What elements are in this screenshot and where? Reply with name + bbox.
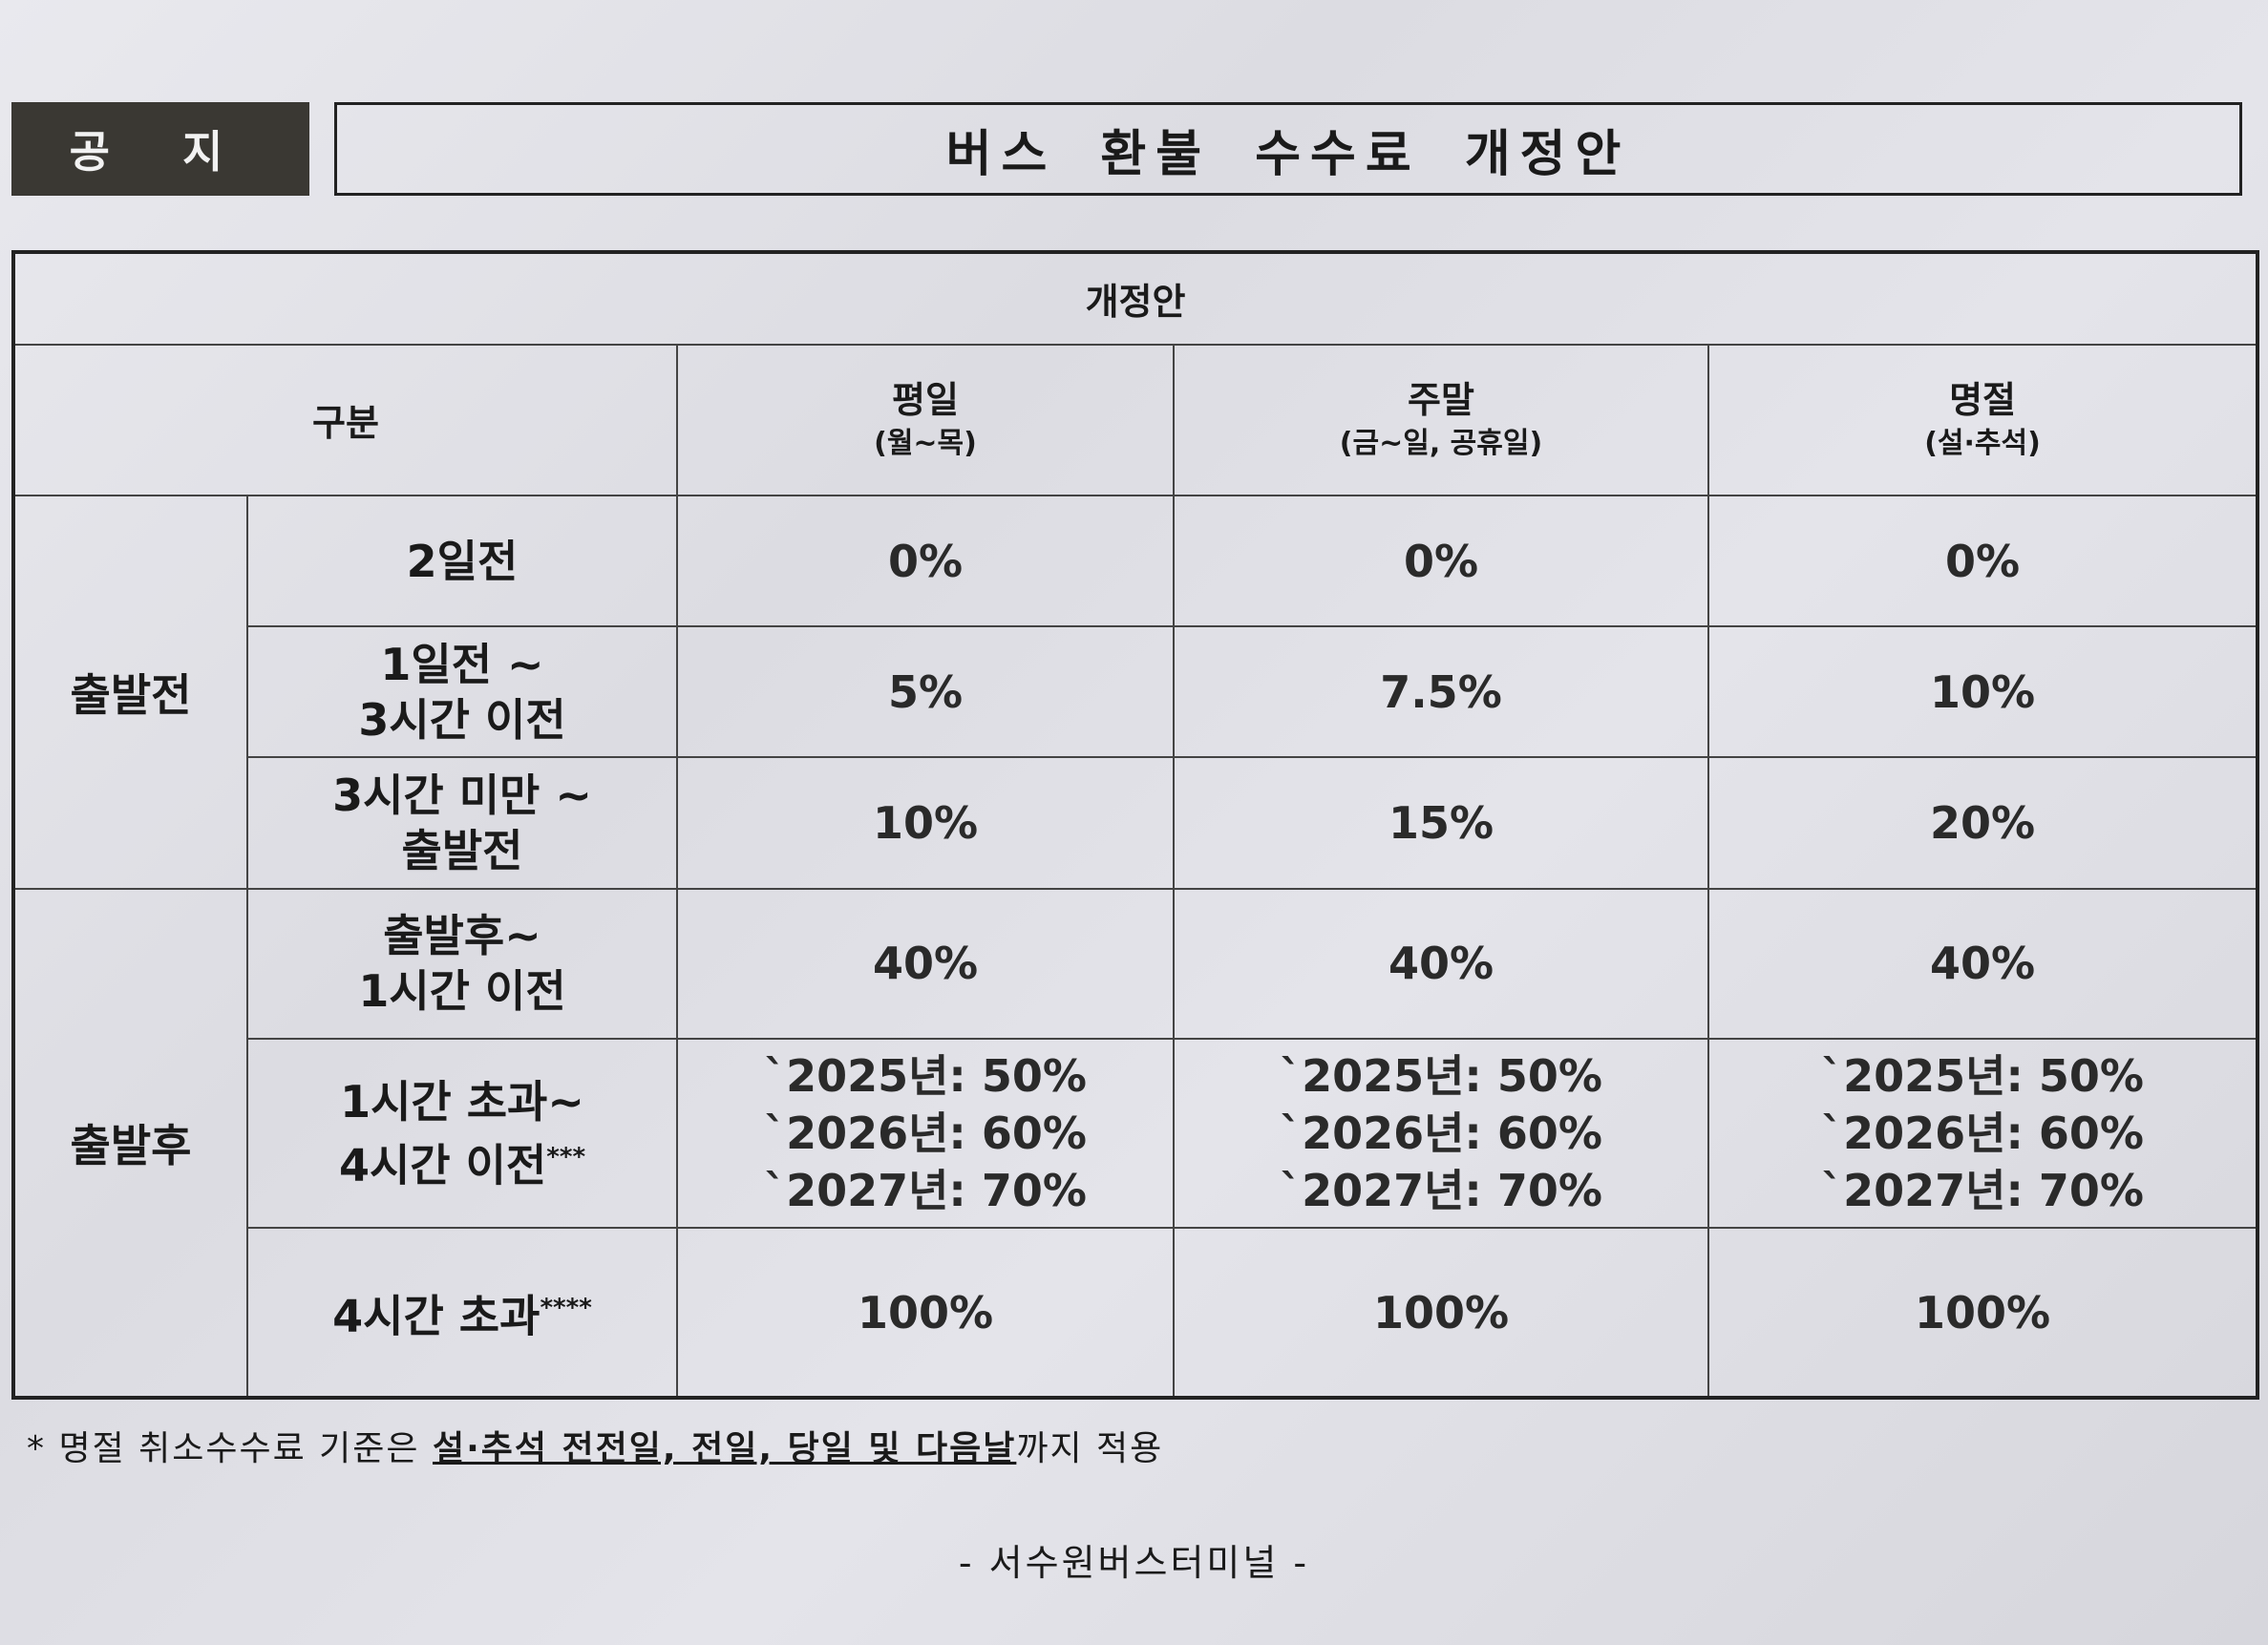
footnote-mark: *** [546, 1142, 586, 1171]
fee-value: 100% [1372, 1286, 1510, 1339]
fee-value: 0% [1944, 535, 2021, 587]
condition-cell: 출발후~ 1시간 이전 [246, 887, 678, 1041]
fee-value-cell: 0% [676, 495, 1175, 628]
fee-value-cell: 40% [1706, 887, 2259, 1041]
fee-value-cell: 0% [1706, 495, 2259, 628]
fee-value: `2027년: 70% [1821, 1165, 2144, 1217]
fee-value: 20% [1929, 796, 2036, 849]
notice-badge: 공 지 [11, 102, 309, 196]
terminal-signature: - 서수원버스터미널 - [958, 1542, 1310, 1584]
condition-cell: 1일전 ~3시간 이전 [246, 625, 678, 759]
column-sub: (월~목) [874, 426, 977, 460]
condition-line: 4시간 초과 [332, 1290, 541, 1342]
footnote-underlined: 설·추석 전전일, 전일, 당일 및 다음날 [432, 1429, 1017, 1468]
table-row: 1시간 초과~ 4시간 이전*** `2025년: 50% `2026년: 60% `2… [13, 1038, 2259, 1230]
fee-value-cell: 5% [676, 625, 1175, 759]
condition-line: 출발전 [401, 824, 523, 876]
condition-cell: 3시간 미만 ~ 출발전 [246, 756, 678, 890]
condition-cell: 4시간 초과**** [246, 1227, 678, 1399]
fee-rows: 출발전 2일전 0% 0% 0% 1일전 ~3시간 이전 5% 7.5% 10% 3시간 미만 ~… [12, 495, 2259, 1400]
fee-value-cell: 0% [1173, 495, 1709, 628]
fee-value: `2025년: 50% [1280, 1050, 1602, 1103]
group-label: 출발전 [12, 495, 248, 890]
fee-value-cell: 10% [1706, 625, 2259, 759]
fee-value: 10% [872, 796, 979, 849]
category-header: 구분 [12, 343, 678, 497]
fee-value: 7.5% [1380, 665, 1502, 718]
group-label: 출발후 [12, 887, 248, 1400]
column-name: 명절 [1949, 378, 2016, 421]
fee-value: 5% [887, 665, 964, 718]
fee-value-cell: `2025년: 50% `2026년: 60% `2027년: 70% [1173, 1038, 1709, 1230]
column-sub: (설·추석) [1924, 426, 2041, 460]
fee-value-cell: `2025년: 50% `2026년: 60% `2027년: 70% [1706, 1038, 2259, 1230]
refund-fee-table: 개정안 구분 평일 (월~목) 주말 (금~일, 공휴일) 명절 (설·추석) … [11, 250, 2260, 1400]
fee-value: `2025년: 50% [1821, 1050, 2144, 1103]
fee-value: 10% [1929, 665, 2036, 718]
fee-value: 40% [1929, 938, 2036, 990]
fee-value-cell: 100% [676, 1227, 1175, 1399]
fee-value: 40% [872, 938, 979, 990]
fee-value-cell: 40% [676, 887, 1175, 1041]
fee-value-cell: 20% [1706, 756, 2259, 890]
fee-value: 100% [857, 1286, 994, 1339]
fee-value: 15% [1388, 796, 1494, 849]
fee-value: `2026년: 60% [1821, 1107, 2144, 1160]
column-header-weekend: 주말 (금~일, 공휴일) [1173, 343, 1709, 497]
table-row: 출발전 2일전 0% 0% 0% [12, 495, 2259, 890]
fee-value-cell: `2025년: 50% `2026년: 60% `2027년: 70% [676, 1038, 1175, 1230]
fee-value: `2026년: 60% [764, 1107, 1087, 1160]
footnote-prefix: * 명절 취소수수료 기준은 [27, 1429, 433, 1468]
condition-cell: 1시간 초과~ 4시간 이전*** [246, 1038, 678, 1230]
table-row: 3시간 미만 ~ 출발전 10% 15% 20% [13, 756, 2259, 890]
fee-value: 40% [1388, 938, 1494, 990]
fee-value-cell: 10% [676, 756, 1175, 890]
fee-value-cell: 7.5% [1173, 625, 1709, 759]
fee-value: `2027년: 70% [764, 1165, 1087, 1217]
condition-line: 출발후~ [383, 910, 541, 962]
footnote-mark: **** [540, 1294, 592, 1323]
fee-value-cell: 100% [1706, 1227, 2259, 1399]
condition-line: 4시간 이전 [338, 1139, 547, 1192]
condition-line: 1일전 ~ [380, 638, 544, 690]
column-header-weekday: 평일 (월~목) [676, 343, 1175, 497]
fee-value: `2026년: 60% [1280, 1107, 1602, 1160]
condition-line: 1시간 이전 [358, 965, 566, 1018]
column-header-holiday: 명절 (설·추석) [1706, 343, 2259, 497]
condition-line: 1시간 초과~ [340, 1075, 584, 1128]
fee-value: 0% [887, 535, 964, 587]
condition-line: 2일전 [406, 535, 519, 587]
footnote: * 명절 취소수수료 기준은 설·추석 전전일, 전일, 당일 및 다음날까지 … [27, 1421, 1163, 1470]
fee-value-cell: 40% [1173, 887, 1709, 1041]
table-row: 출발후 출발후~ 1시간 이전 40% 40% 40% [12, 887, 2259, 1400]
fee-value: `2027년: 70% [1280, 1165, 1602, 1217]
table-row: 1일전 ~3시간 이전 5% 7.5% 10% [13, 625, 2259, 759]
condition-cell: 2일전 [246, 495, 678, 628]
condition-line: 3시간 미만 ~ [332, 769, 592, 821]
column-name: 평일 [892, 378, 959, 421]
fee-value: `2025년: 50% [764, 1050, 1087, 1103]
footnote-suffix: 까지 적용 [1016, 1429, 1164, 1468]
table-row: 4시간 초과**** 100% 100% 100% [13, 1227, 2259, 1399]
fee-value: 0% [1403, 535, 1479, 587]
table-caption: 개정안 [11, 251, 2259, 346]
notice-title: 버스 환불 수수료 개정안 [334, 102, 2242, 196]
column-name: 주말 [1408, 378, 1474, 421]
fee-value-cell: 15% [1173, 756, 1709, 890]
column-sub: (금~일, 공휴일) [1339, 426, 1543, 460]
fee-value: 100% [1914, 1286, 2051, 1339]
fee-value-cell: 100% [1173, 1227, 1709, 1399]
condition-line: 3시간 이전 [358, 693, 566, 746]
